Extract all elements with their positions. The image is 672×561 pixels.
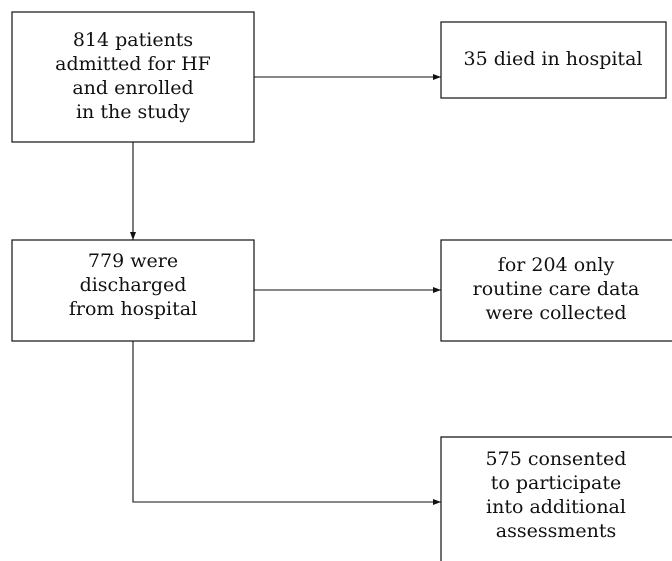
node-box — [440, 239, 672, 342]
node-label: for 204 only — [498, 254, 615, 276]
node-label: 35 died in hospital — [464, 48, 643, 70]
node-label: assessments — [496, 520, 616, 542]
node-label: into additional — [486, 496, 626, 518]
node-label: 575 consented — [486, 448, 627, 470]
node-label: to participate — [491, 472, 622, 494]
node-label: were collected — [485, 302, 626, 324]
node-label: and enrolled — [72, 77, 193, 99]
node-label: 814 patients — [73, 29, 193, 51]
node-label: from hospital — [69, 298, 197, 320]
node-box — [11, 11, 255, 143]
node-label: routine care data — [473, 278, 640, 300]
node-label: in the study — [76, 101, 190, 123]
node-label: discharged — [80, 274, 187, 296]
node-label: admitted for HF — [55, 53, 211, 75]
node-label: 779 were — [88, 250, 178, 272]
arrow — [132, 341, 441, 505]
node-box — [440, 21, 667, 99]
node-box — [11, 239, 255, 342]
node-box — [440, 436, 672, 561]
